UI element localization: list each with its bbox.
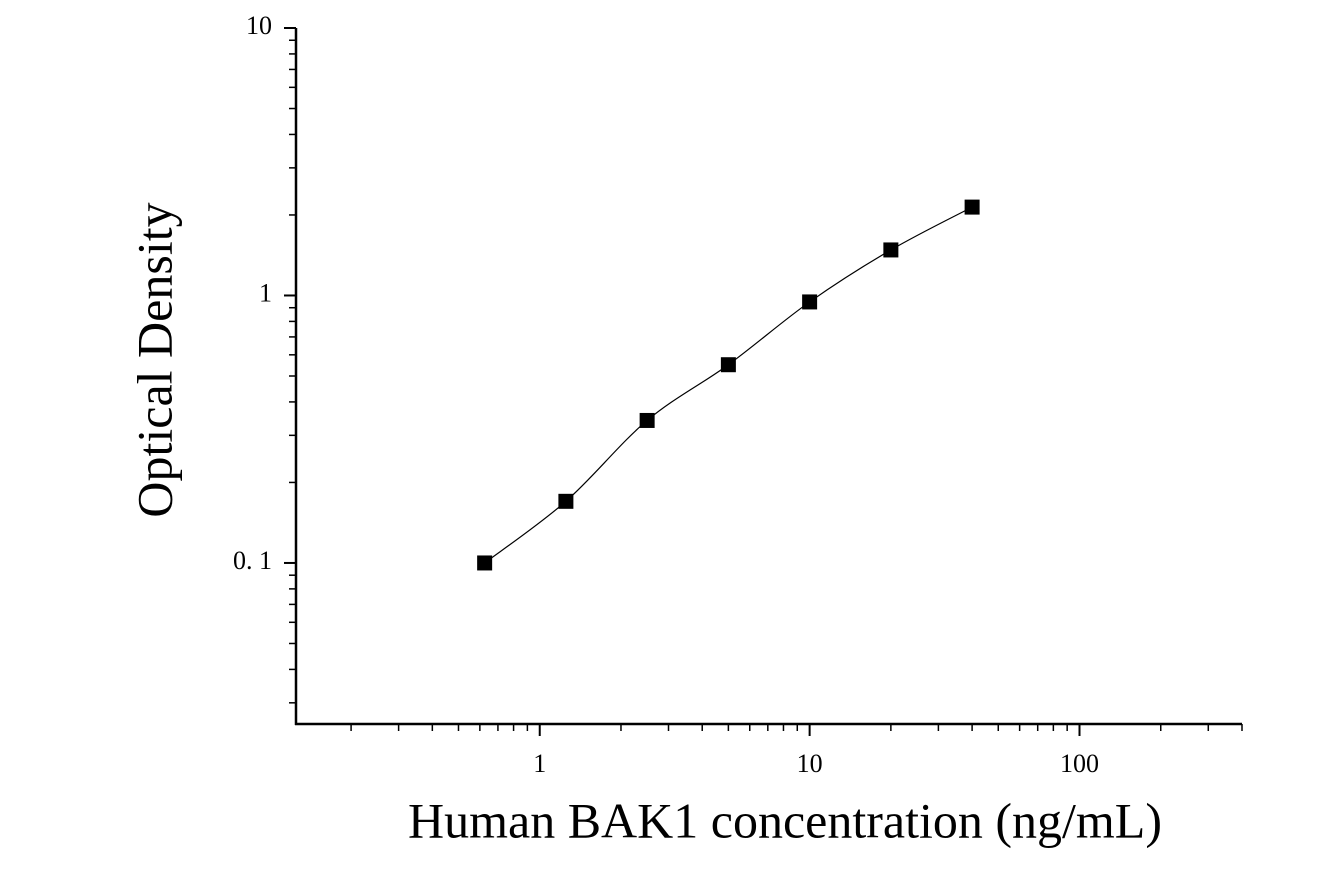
y-tick-label: 10 <box>246 11 272 40</box>
y-axis-title: Optical Density <box>126 202 182 517</box>
data-point <box>477 555 493 571</box>
data-point <box>558 493 574 509</box>
y-tick-label: 1 <box>259 278 272 307</box>
data-point <box>802 294 818 310</box>
x-axis-title: Human BAK1 concentration (ng/mL) <box>408 792 1162 848</box>
x-tick-label: 100 <box>1060 749 1099 778</box>
x-tick-label: 10 <box>797 749 823 778</box>
data-point <box>964 199 980 215</box>
data-point <box>883 242 899 258</box>
data-point <box>720 357 736 373</box>
y-tick-label: 0. 1 <box>233 546 272 575</box>
data-point <box>639 412 655 428</box>
x-tick-label: 1 <box>533 749 546 778</box>
fit-curve <box>484 206 973 564</box>
